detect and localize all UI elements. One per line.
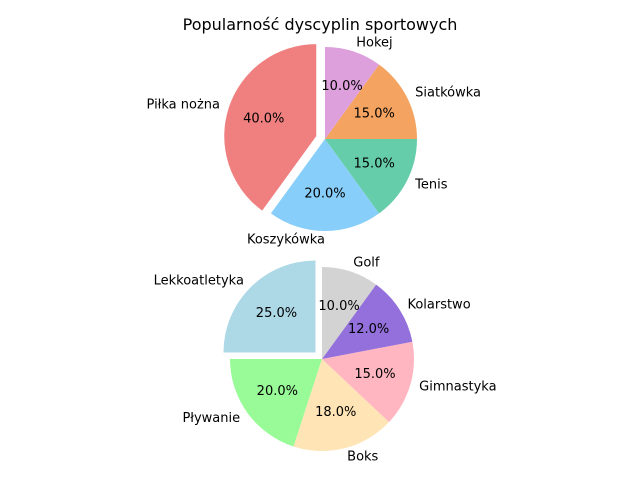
slice-hokej (325, 47, 380, 139)
slice-tenis (325, 139, 417, 214)
category-label-boks: Boks (347, 450, 378, 465)
pie-chart-1: 40.0% Piłka nożna 20.0% Koszykówka 15.0% Teni… (147, 35, 482, 247)
percent-label-koszykowka: 20.0% (304, 187, 345, 202)
percent-label-golf: 10.0% (318, 299, 359, 314)
figure-title: Popularność dyscyplin sportowych (183, 15, 458, 34)
slice-siatkowka (325, 64, 417, 139)
category-label-plywanie: Pływanie (182, 411, 240, 426)
slice-boks (293, 359, 390, 451)
slice-golf (322, 267, 377, 359)
slice-pilka-nozna (224, 44, 317, 211)
category-label-tenis: Tenis (414, 177, 448, 192)
percent-label-tenis: 15.0% (354, 157, 395, 172)
category-label-kolarstwo: Kolarstwo (407, 297, 470, 312)
percent-label-boks: 18.0% (315, 405, 356, 420)
percent-label-kolarstwo: 12.0% (348, 322, 389, 337)
slice-gimnastyka (322, 341, 415, 422)
percent-label-gimnastyka: 15.0% (354, 367, 395, 382)
percent-label-pilka-nozna: 40.0% (243, 112, 284, 127)
category-label-lekkoatletyka: Lekkoatletyka (154, 273, 244, 288)
slice-kolarstwo (322, 284, 413, 359)
percent-label-lekkoatletyka: 25.0% (256, 306, 297, 321)
slice-koszykowka (270, 139, 380, 231)
category-label-siatkowka: Siatkówka (415, 86, 481, 101)
percent-label-plywanie: 20.0% (257, 384, 298, 399)
percent-label-siatkowka: 15.0% (354, 106, 395, 121)
category-label-golf: Golf (353, 255, 380, 270)
category-label-pilka-nozna: Piłka nożna (147, 97, 220, 112)
percent-label-hokej: 10.0% (321, 79, 362, 94)
slice-plywanie (230, 359, 322, 447)
pie-chart-2: 25.0% Lekkoatletyka 20.0% Pływanie 18.0% Boks… (154, 255, 497, 464)
slice-lekkoatletyka (223, 260, 316, 353)
category-label-gimnastyka: Gimnastyka (419, 380, 496, 395)
category-label-koszykowka: Koszykówka (247, 233, 325, 248)
category-label-hokej: Hokej (356, 35, 392, 50)
